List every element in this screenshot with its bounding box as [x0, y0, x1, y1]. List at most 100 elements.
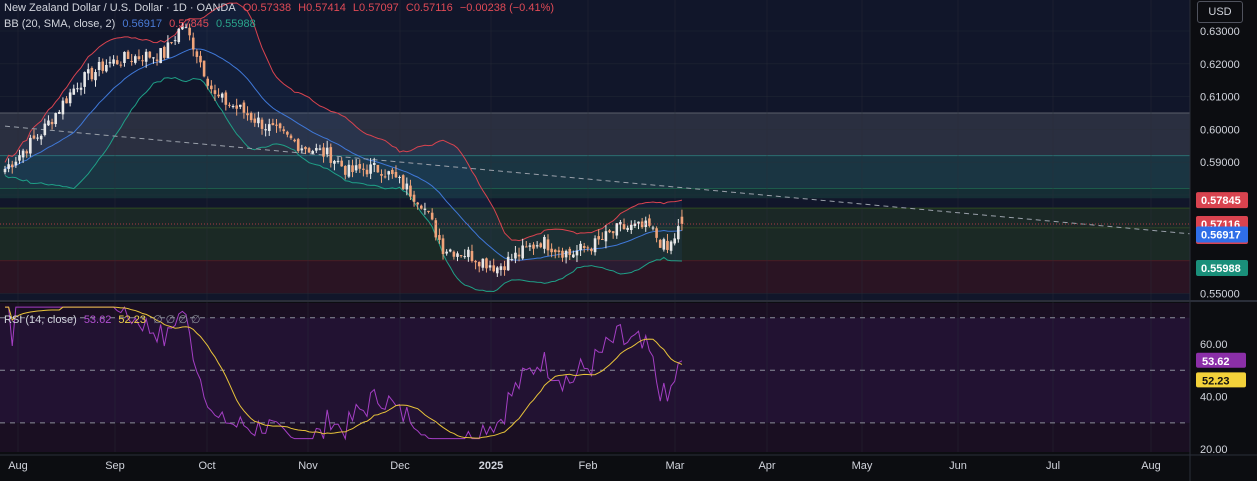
candle-body-81: [296, 139, 300, 151]
symbol-legend: New Zealand Dollar / U.S. Dollar · 1D · …: [4, 2, 558, 14]
candle-body-104: [380, 174, 383, 176]
candle-body-186: [677, 226, 680, 240]
price-label-upper-bg: [1196, 192, 1248, 209]
candle-body-67: [246, 113, 249, 116]
candle-body-134: [488, 265, 492, 268]
candle-body-11: [43, 123, 47, 135]
candle-body-165: [601, 238, 604, 240]
time-tick-0: Aug: [8, 460, 28, 472]
candle-body-140: [510, 259, 514, 261]
candle-body-80: [293, 139, 296, 142]
candle-body-16: [61, 100, 65, 115]
candle-body-147: [535, 245, 539, 247]
candle-body-63: [231, 106, 235, 108]
candle-body-46: [170, 42, 173, 44]
time-tick-7: Mar: [666, 460, 685, 472]
candle-body-133: [485, 258, 488, 269]
candle-body-85: [311, 151, 314, 154]
price-tick-3: 0.60000: [1200, 124, 1240, 136]
candle-body-117: [427, 210, 430, 212]
candle-body-151: [550, 248, 553, 253]
candle-body-99: [362, 168, 365, 170]
candle-body-79: [289, 135, 293, 139]
candle-body-18: [68, 92, 72, 104]
candle-body-173: [629, 224, 633, 231]
candle-body-123: [448, 249, 452, 252]
price-tick-2: 0.61000: [1200, 92, 1240, 104]
time-tick-11: Jul: [1046, 460, 1060, 472]
bb-legend: BB (20, SMA, close, 2) 0.56917 0.57845 0…: [4, 18, 260, 30]
candle-body-35: [130, 61, 133, 63]
candle-body-130: [474, 260, 477, 263]
candle-body-149: [543, 236, 546, 249]
candle-body-47: [173, 40, 177, 42]
time-tick-1: Sep: [105, 460, 125, 472]
currency-button[interactable]: USD: [1197, 1, 1243, 23]
candle-body-87: [318, 148, 322, 150]
candle-body-166: [604, 231, 608, 242]
candle-body-135: [492, 265, 495, 272]
candle-body-180: [655, 228, 658, 238]
candle-body-163: [593, 238, 597, 253]
candle-body-64: [235, 105, 238, 109]
candle-body-93: [340, 160, 343, 167]
candle-body-75: [275, 124, 278, 126]
candle-body-38: [141, 60, 144, 62]
candle-body-34: [126, 51, 130, 59]
rsi-legend-name: RSI (14, close): [4, 314, 77, 326]
time-tick-10: Jun: [949, 460, 967, 472]
candle-body-150: [546, 239, 550, 251]
ohlc-high: H0.57414: [298, 2, 346, 14]
candle-body-77: [282, 129, 286, 132]
candle-body-127: [463, 256, 467, 258]
candle-body-185: [673, 238, 676, 244]
candle-body-106: [387, 171, 391, 175]
candle-body-83: [304, 146, 307, 150]
candle-body-5: [21, 150, 25, 158]
candle-body-73: [267, 124, 271, 131]
candle-body-122: [445, 251, 448, 254]
price-label-lower-bg: [1196, 259, 1248, 276]
candle-body-136: [496, 267, 499, 274]
candle-body-30: [112, 59, 115, 64]
candle-body-107: [391, 169, 394, 175]
candle-body-138: [503, 266, 506, 271]
candle-body-25: [94, 72, 97, 81]
candle-body-148: [539, 243, 543, 248]
candle-body-126: [459, 255, 463, 257]
candle-body-101: [369, 164, 372, 174]
candle-body-39: [144, 51, 148, 62]
candle-body-174: [633, 223, 637, 227]
candle-body-49: [181, 25, 184, 30]
candle-body-23: [86, 69, 90, 74]
candle-body-88: [322, 147, 325, 157]
time-tick-9: May: [852, 460, 873, 472]
candle-body-96: [351, 165, 354, 173]
candle-body-98: [358, 164, 362, 169]
candle-body-58: [213, 90, 217, 94]
candle-body-171: [622, 223, 626, 230]
candle-body-36: [134, 56, 137, 63]
candle-body-27: [101, 61, 105, 71]
candle-body-100: [365, 169, 369, 175]
candle-body-12: [47, 120, 50, 126]
price-tick-1: 0.62000: [1200, 59, 1240, 71]
zone-0: [0, 113, 1190, 156]
candle-body-94: [343, 166, 347, 175]
candle-body-19: [72, 88, 76, 95]
candle-body-111: [405, 183, 409, 190]
trendline: [4, 125, 1191, 235]
candle-body-90: [329, 147, 333, 163]
candle-body-53: [195, 51, 199, 57]
candle-body-128: [467, 249, 470, 258]
candle-body-29: [108, 62, 112, 64]
candle-body-182: [662, 239, 666, 250]
candle-body-116: [423, 208, 427, 210]
candle-body-156: [568, 248, 572, 255]
candle-body-112: [409, 185, 412, 197]
candle-body-120: [438, 235, 441, 240]
candle-body-109: [398, 176, 401, 178]
candle-body-95: [347, 164, 351, 177]
candle-body-66: [242, 102, 246, 113]
